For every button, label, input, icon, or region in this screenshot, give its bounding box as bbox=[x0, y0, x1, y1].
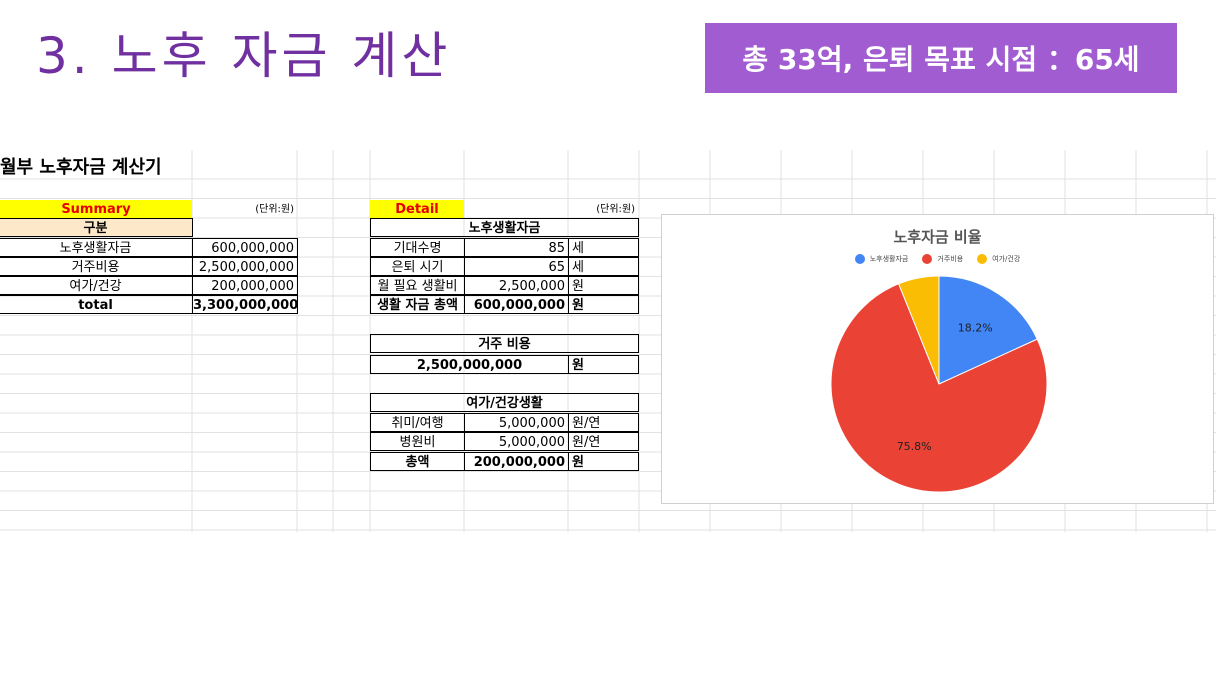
living-label-retire: 은퇴 시기 bbox=[370, 257, 465, 276]
legend-swatch-housing bbox=[922, 254, 933, 264]
legend-item-housing: 거주비용 bbox=[922, 254, 963, 264]
leisure-unit-total: 원 bbox=[568, 452, 639, 471]
legend-swatch-leisure bbox=[977, 254, 988, 264]
pie-slice-leisure[interactable] bbox=[898, 275, 940, 385]
summary-col-header: 구분 bbox=[0, 218, 193, 237]
leisure-value-hobby: 5,000,000 bbox=[464, 413, 569, 432]
living-unit-lifespan: 세 bbox=[568, 238, 639, 257]
summary-label-leisure: 여가/건강 bbox=[0, 276, 193, 295]
chart-title: 노후자금 비율 bbox=[893, 228, 982, 246]
summary-label-total: total bbox=[0, 295, 193, 314]
living-title: 노후생활자금 bbox=[370, 218, 639, 237]
legend-item-leisure: 여가/건강 bbox=[977, 254, 1020, 264]
leisure-value-hospital: 5,000,000 bbox=[464, 432, 569, 451]
leisure-unit-hobby: 원/연 bbox=[568, 413, 639, 432]
pie-data-label: 18.2% bbox=[958, 322, 993, 335]
leisure-label-hobby: 취미/여행 bbox=[370, 413, 465, 432]
pie-slice-living[interactable] bbox=[938, 275, 1038, 385]
summary-label-living: 노후생활자금 bbox=[0, 238, 193, 257]
pie-slice-housing[interactable] bbox=[830, 283, 1048, 493]
living-unit-monthly: 원 bbox=[568, 276, 639, 295]
chart-legend: 노후생활자금 거주비용 여가/건강 bbox=[662, 254, 1213, 264]
summary-header: Summary bbox=[0, 200, 192, 219]
housing-title: 거주 비용 bbox=[370, 334, 639, 353]
leisure-title: 여가/건강생활 bbox=[370, 393, 639, 412]
living-value-monthly: 2,500,000 bbox=[464, 276, 569, 295]
pie-chart[interactable]: 노후자금 비율 노후생활자금 거주비용 여가/건강 18.2% 75.8% bbox=[661, 214, 1214, 504]
spreadsheet: 월부 노후자금 계산기 Summary (단위:원) 구분 노후생활자금 600… bbox=[0, 150, 1216, 532]
living-label-total: 생활 자금 총액 bbox=[370, 295, 465, 314]
living-value-lifespan: 85 bbox=[464, 238, 569, 257]
summary-value-living: 600,000,000 bbox=[192, 238, 298, 257]
legend-item-living: 노후생활자금 bbox=[854, 254, 909, 264]
detail-header: Detail bbox=[370, 200, 464, 219]
housing-value: 2,500,000,000 bbox=[370, 355, 569, 374]
pie-plot: 18.2% 75.8% bbox=[830, 275, 1048, 493]
leisure-value-total: 200,000,000 bbox=[464, 452, 569, 471]
legend-swatch-living bbox=[854, 254, 865, 264]
slide-title: 3. 노후 자금 계산 bbox=[36, 27, 452, 85]
summary-value-total: 3,300,000,000 bbox=[192, 295, 298, 314]
living-label-monthly: 월 필요 생활비 bbox=[370, 276, 465, 295]
living-value-total: 600,000,000 bbox=[464, 295, 569, 314]
housing-unit: 원 bbox=[568, 355, 639, 374]
detail-unit: (단위:원) bbox=[596, 204, 635, 215]
living-label-lifespan: 기대수명 bbox=[370, 238, 465, 257]
goal-badge: 총 33억, 은퇴 목표 시점 ：65세 bbox=[705, 23, 1177, 93]
leisure-label-hospital: 병원비 bbox=[370, 432, 465, 451]
leisure-label-total: 총액 bbox=[370, 452, 465, 471]
living-value-retire: 65 bbox=[464, 257, 569, 276]
pie-data-label: 75.8% bbox=[897, 440, 932, 453]
summary-value-leisure: 200,000,000 bbox=[192, 276, 298, 295]
legend-label-living: 노후생활자금 bbox=[869, 255, 909, 263]
summary-label-housing: 거주비용 bbox=[0, 257, 193, 276]
living-unit-total: 원 bbox=[568, 295, 639, 314]
legend-label-housing: 거주비용 bbox=[937, 255, 964, 263]
sheet-title: 월부 노후자금 계산기 bbox=[0, 157, 162, 178]
leisure-unit-hospital: 원/연 bbox=[568, 432, 639, 451]
summary-value-housing: 2,500,000,000 bbox=[192, 257, 298, 276]
living-unit-retire: 세 bbox=[568, 257, 639, 276]
summary-unit: (단위:원) bbox=[255, 204, 294, 215]
legend-label-leisure: 여가/건강 bbox=[992, 255, 1021, 263]
